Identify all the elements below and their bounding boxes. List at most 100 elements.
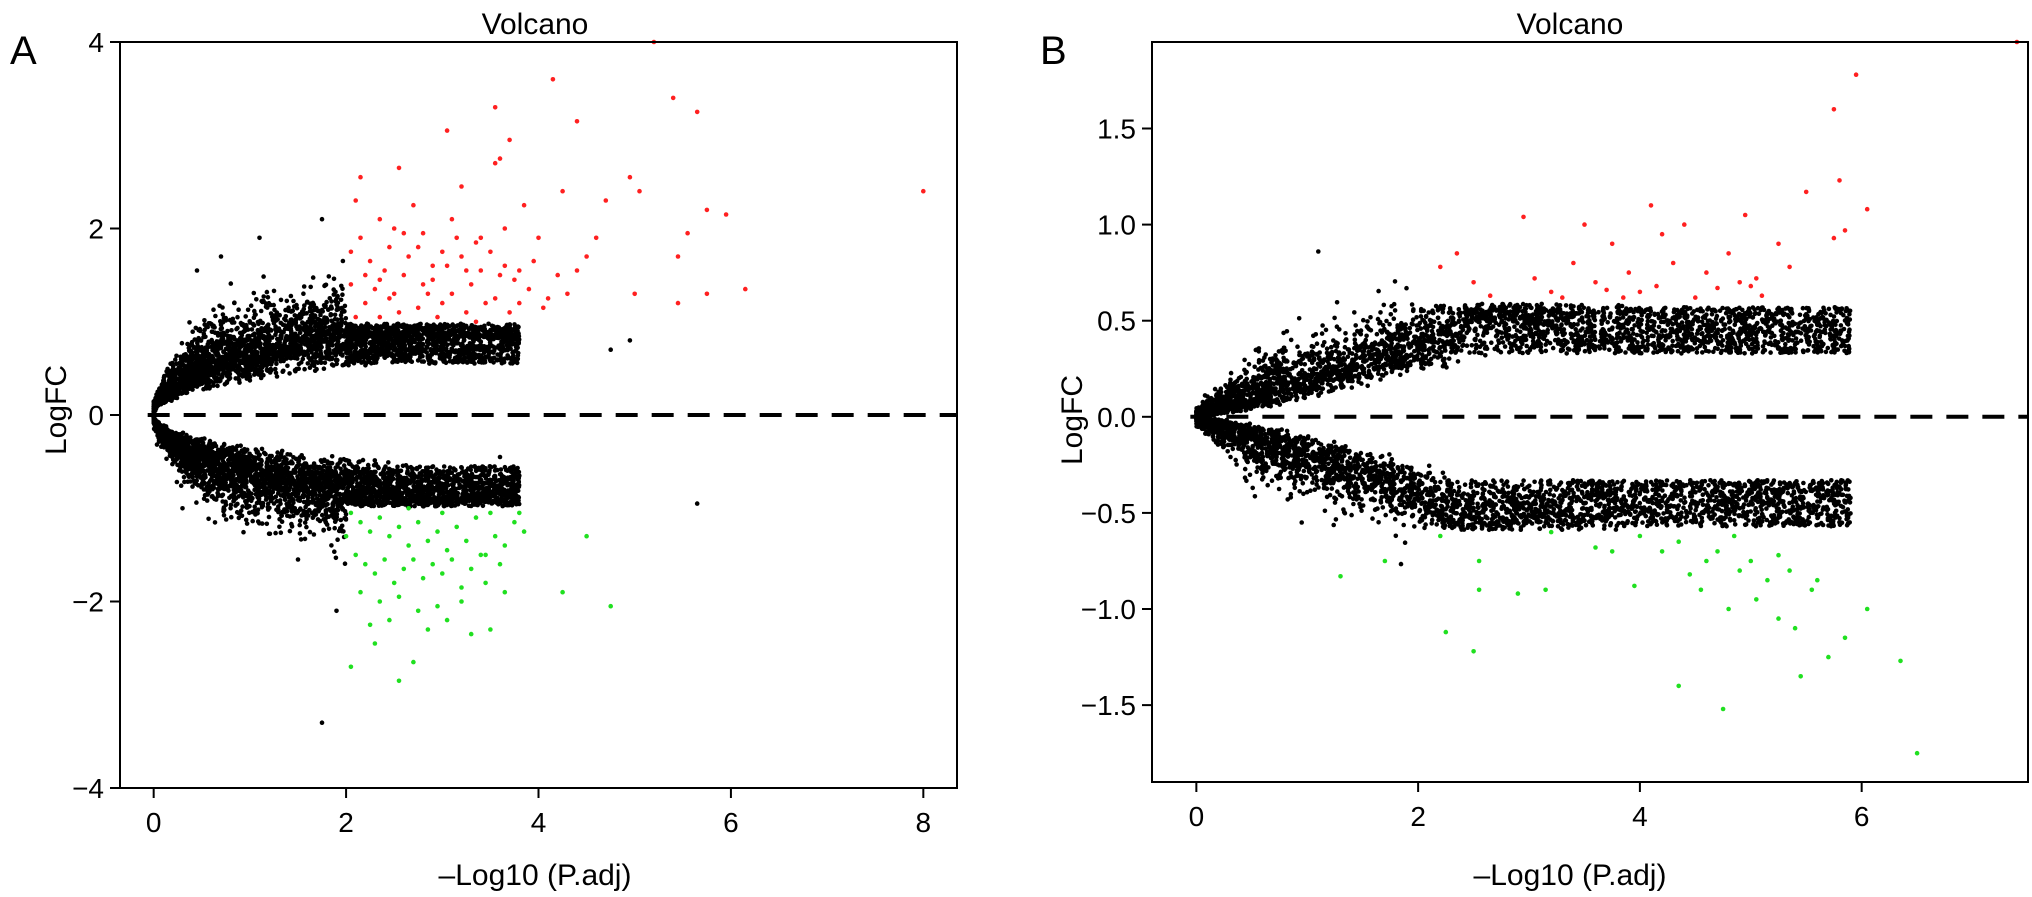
data-point bbox=[174, 479, 180, 485]
data-point bbox=[291, 298, 296, 304]
data-point bbox=[287, 514, 293, 519]
data-point bbox=[201, 496, 207, 502]
data-point bbox=[492, 464, 497, 469]
data-point bbox=[418, 341, 424, 346]
data-point bbox=[329, 543, 334, 548]
data-point bbox=[447, 355, 452, 360]
data-point bbox=[263, 451, 268, 457]
data-point bbox=[489, 349, 495, 355]
data-point bbox=[186, 472, 191, 478]
data-point bbox=[274, 361, 279, 367]
data-point bbox=[202, 492, 208, 498]
data-point bbox=[164, 456, 169, 462]
x-tick-label: 2 bbox=[338, 807, 354, 838]
data-point bbox=[414, 465, 420, 471]
data-point bbox=[486, 469, 492, 475]
data-point bbox=[259, 298, 265, 304]
data-point bbox=[311, 532, 317, 537]
data-point bbox=[235, 325, 240, 331]
data-point bbox=[500, 335, 505, 341]
x-tick-label: 0 bbox=[146, 807, 162, 838]
data-point bbox=[228, 281, 234, 286]
data-point bbox=[407, 342, 413, 348]
data-points bbox=[151, 39, 926, 725]
data-point bbox=[221, 513, 227, 518]
data-point bbox=[211, 307, 216, 313]
data-point bbox=[318, 360, 324, 366]
panel-letter: A bbox=[10, 29, 37, 73]
data-point bbox=[441, 464, 447, 469]
data-point bbox=[261, 274, 266, 279]
data-point bbox=[437, 352, 443, 358]
data-point bbox=[302, 536, 308, 542]
data-point bbox=[287, 371, 292, 376]
data-point bbox=[239, 448, 245, 453]
data-point bbox=[340, 286, 345, 292]
data-point bbox=[341, 463, 347, 468]
x-tick-label: 6 bbox=[723, 807, 739, 838]
data-point bbox=[185, 479, 190, 485]
data-point bbox=[335, 537, 340, 542]
data-point bbox=[235, 501, 240, 507]
data-point bbox=[333, 465, 339, 471]
data-point bbox=[267, 505, 272, 511]
y-tick-label: −4 bbox=[72, 773, 104, 804]
data-point bbox=[277, 524, 282, 530]
data-point bbox=[260, 320, 266, 326]
data-point bbox=[492, 473, 497, 479]
data-point bbox=[266, 322, 271, 328]
data-point bbox=[229, 328, 234, 333]
data-point bbox=[326, 274, 332, 279]
data-point bbox=[304, 524, 309, 530]
data-point bbox=[373, 469, 378, 475]
data-point bbox=[332, 549, 337, 554]
data-point bbox=[245, 307, 251, 313]
y-axis-label: LogFC bbox=[40, 365, 73, 455]
data-point bbox=[259, 521, 265, 526]
data-point bbox=[475, 481, 481, 487]
data-point bbox=[376, 465, 381, 471]
data-point bbox=[273, 370, 279, 376]
data-point bbox=[252, 504, 257, 510]
data-point bbox=[322, 283, 328, 288]
data-point bbox=[310, 495, 315, 501]
data-point bbox=[321, 366, 327, 372]
data-point bbox=[265, 295, 271, 300]
data-point bbox=[386, 460, 391, 465]
data-point bbox=[343, 316, 349, 321]
data-point bbox=[274, 374, 280, 379]
data-point bbox=[272, 307, 277, 313]
x-tick-label: 8 bbox=[916, 807, 932, 838]
data-point bbox=[261, 294, 267, 299]
panel-a: A Volcano –Log10 (P.adj) LogFC 0 2 4 6 8−4−2… bbox=[10, 8, 958, 892]
data-point bbox=[340, 258, 346, 264]
data-point bbox=[250, 509, 255, 515]
data-point bbox=[495, 352, 500, 357]
data-point bbox=[220, 312, 226, 317]
data-point bbox=[245, 488, 251, 493]
data-point bbox=[190, 329, 195, 335]
data-point bbox=[162, 373, 167, 379]
data-point bbox=[203, 334, 208, 340]
data-point bbox=[310, 275, 316, 280]
data-point bbox=[329, 454, 335, 459]
data-point bbox=[365, 335, 370, 340]
data-point bbox=[174, 353, 179, 359]
data-point bbox=[497, 472, 503, 477]
data-point bbox=[179, 340, 185, 346]
data-point bbox=[302, 303, 307, 308]
data-point bbox=[341, 456, 347, 462]
data-point bbox=[297, 518, 303, 523]
data-point bbox=[340, 292, 345, 298]
data-point bbox=[173, 357, 178, 362]
data-point bbox=[324, 522, 330, 527]
data-point bbox=[202, 318, 207, 323]
data-point bbox=[187, 320, 192, 325]
data-point bbox=[248, 303, 254, 309]
data-point bbox=[308, 284, 314, 290]
data-point bbox=[285, 363, 290, 369]
chart-title: Volcano bbox=[482, 8, 589, 41]
data-point bbox=[229, 514, 234, 520]
data-point bbox=[297, 522, 303, 528]
